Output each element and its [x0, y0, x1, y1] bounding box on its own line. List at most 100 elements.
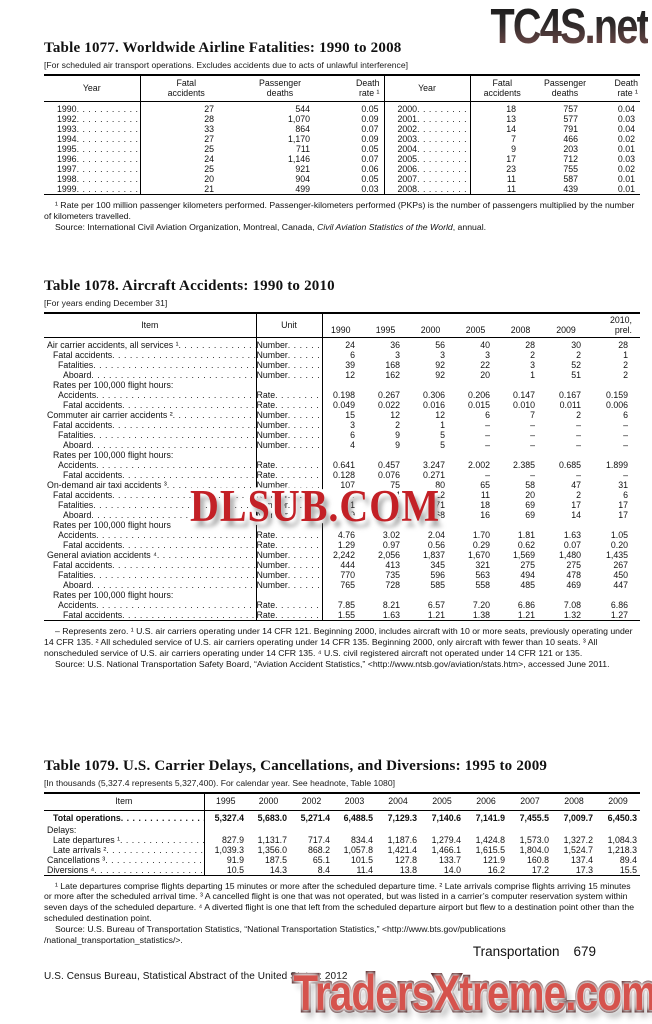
value-cell: 1,187.6 — [387, 834, 417, 845]
value-cell: 14 — [571, 510, 581, 521]
unit-cell: Number — [256, 420, 323, 431]
value-cell: 711 — [295, 144, 310, 155]
value-cell: 9 — [511, 144, 516, 155]
value-cell: 11 — [480, 490, 490, 501]
value-cell: 14 — [506, 124, 516, 135]
value-cell: 904 — [295, 174, 310, 185]
value-cell: 499 — [295, 184, 310, 195]
running-footer: Transportation 679 — [473, 944, 596, 959]
value-cell: 27 — [204, 104, 214, 115]
value-cell: 25 — [204, 144, 214, 155]
item-cell: Fatal accidents — [44, 490, 257, 501]
value-cell: 28 — [204, 114, 214, 125]
table-row: Rates per 100,000 flight hours: — [44, 590, 640, 601]
value-cell: 1.27 — [610, 610, 628, 621]
value-cell: 587 — [563, 174, 578, 185]
value-cell: 0.685 — [558, 460, 581, 471]
year-header-line: prel. — [614, 324, 632, 335]
table-1077-title: Table 1077. Worldwide Airline Fatalities… — [44, 40, 402, 56]
table-row: Fatal accidentsRate 0.128 0.076 0.271 – – – – — [44, 470, 640, 481]
value-cell: 596 — [430, 570, 445, 581]
value-cell: 3 — [530, 360, 535, 371]
value-cell: 765 — [340, 580, 355, 591]
col-header-passenger-deaths: Passenger deaths — [232, 75, 328, 103]
value-cell — [412, 380, 457, 390]
value-cell: 447 — [613, 580, 628, 591]
value-cell: 12 — [390, 410, 400, 421]
value-cell — [593, 590, 640, 600]
value-cell: 0.02 — [617, 134, 635, 145]
value-cell: 0.016 — [422, 400, 445, 411]
unit-cell: Rate — [256, 390, 323, 401]
page-number: 679 — [573, 944, 596, 959]
value-cell: 0.29 — [472, 540, 490, 551]
col-header-item: Item — [44, 793, 205, 811]
col-header-year: 2003 — [333, 793, 376, 811]
table-1077: Year Fatal accidents Passenger deaths De… — [44, 74, 640, 196]
value-cell: 1.899 — [605, 460, 628, 471]
value-cell: 577 — [563, 114, 578, 125]
value-cell: 25 — [204, 164, 214, 175]
value-cell: 20 — [204, 174, 214, 185]
item-cell: General aviation accidents ⁴ — [44, 550, 257, 561]
table-row: Delays: — [44, 822, 640, 835]
value-cell: 65 — [480, 480, 490, 491]
value-cell: 92 — [435, 370, 445, 381]
value-cell: 0.03 — [617, 114, 635, 125]
col-header-year: 2004 — [376, 793, 420, 811]
value-cell: 2 — [576, 350, 581, 361]
value-cell: 1 — [530, 370, 535, 381]
item-cell: Fatal accidents — [44, 420, 257, 431]
value-cell: 6.57 — [427, 600, 445, 611]
item-cell: Fatalities — [44, 430, 257, 441]
year-cell: 2000 — [384, 101, 471, 115]
section-table-1079: Table 1079. U.S. Carrier Delays, Cancell… — [44, 758, 640, 945]
value-cell — [593, 380, 640, 390]
value-cell: 0.07 — [328, 154, 385, 165]
col-header-year: 1990 — [322, 313, 367, 339]
item-cell: Aboard — [44, 440, 257, 451]
value-cell — [464, 823, 508, 835]
value-cell — [457, 380, 502, 390]
value-cell: 23 — [506, 164, 516, 175]
col-header-fatal-accidents: Fatal accidents — [140, 75, 232, 103]
value-cell: 10.5 — [226, 864, 244, 875]
value-cell: 121.9 — [482, 854, 505, 865]
value-cell: 1,524.7 — [563, 844, 593, 855]
value-cell: 558 — [475, 580, 490, 591]
value-cell: 1,084.3 — [607, 834, 637, 845]
table-row: AboardNumber 4 9 5 – – – – — [44, 440, 640, 451]
value-cell — [547, 520, 593, 530]
unit-cell: Rate — [256, 460, 323, 471]
unit-cell: Number — [256, 580, 323, 591]
value-cell: 7.20 — [472, 600, 490, 611]
value-cell — [367, 450, 412, 460]
year-cell: 2005 — [384, 154, 471, 165]
value-cell: 275 — [520, 560, 535, 571]
section-table-1078: Table 1078. Aircraft Accidents: 1990 to … — [44, 278, 640, 669]
value-cell: 58 — [525, 480, 535, 491]
item-cell: Fatal accidents — [44, 610, 257, 621]
table-row: Late departures ¹ 827.9 1,131.7 717.4 834.4 1… — [44, 834, 640, 845]
value-cell: 3.247 — [422, 460, 445, 471]
value-cell: 1.32 — [563, 610, 581, 621]
year-cell: 2001 — [384, 114, 471, 125]
value-cell: 22 — [480, 360, 490, 371]
unit-cell: Number — [256, 510, 323, 521]
value-cell: 0.206 — [467, 390, 490, 401]
value-cell: 168 — [385, 360, 400, 371]
value-cell: – — [576, 420, 581, 431]
value-cell: 1.81 — [517, 530, 535, 541]
value-cell: 735 — [385, 570, 400, 581]
value-cell: 6.86 — [610, 600, 628, 611]
value-cell: 24 — [204, 154, 214, 165]
table-row: Air carrier accidents, all services ¹Num… — [44, 337, 640, 351]
value-cell — [322, 450, 367, 460]
value-cell: 0.457 — [377, 460, 400, 471]
year-cell: 2008 — [384, 184, 471, 195]
value-cell: 92 — [435, 360, 445, 371]
col-header-year: Year — [384, 75, 471, 103]
footer-section-label: Transportation — [472, 944, 560, 959]
value-cell: 17 — [618, 500, 628, 511]
table-row: AboardNumber 765 728 585 558 485 469 447 — [44, 580, 640, 591]
